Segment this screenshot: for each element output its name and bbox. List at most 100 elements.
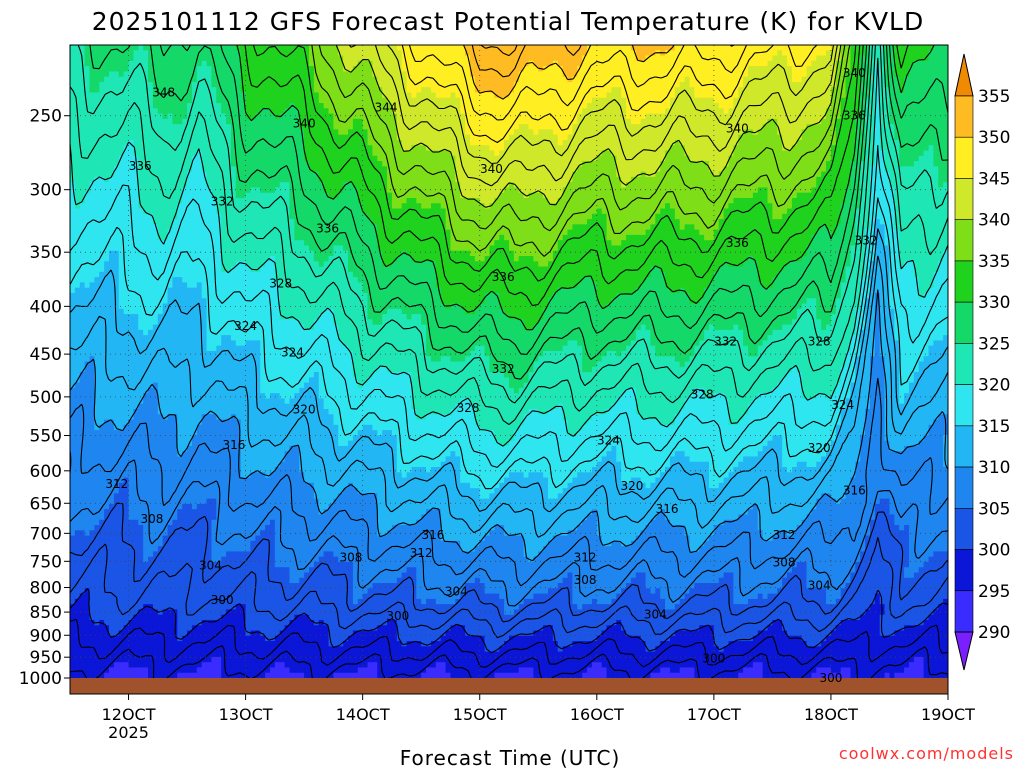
heat-cell: [109, 556, 115, 563]
heat-cell: [177, 66, 183, 72]
heat-cell: [250, 197, 256, 204]
heat-cell: [143, 377, 149, 384]
heat-cell: [226, 139, 232, 146]
heat-cell: [123, 467, 130, 473]
heat-cell: [79, 50, 86, 57]
heat-cell: [138, 393, 144, 400]
heat-cell: [226, 129, 232, 136]
heat-cell: [265, 92, 271, 99]
heat-cell: [74, 567, 81, 574]
heat-cell: [221, 561, 227, 568]
heat-cell: [255, 488, 261, 494]
heat-cell: [196, 556, 203, 563]
heat-cell: [70, 609, 76, 616]
heat-cell: [235, 287, 242, 294]
heat-cell: [265, 192, 271, 199]
heat-cell: [148, 435, 154, 442]
heat-cell: [148, 261, 154, 268]
heat-cell: [265, 482, 271, 489]
heat-cell: [250, 387, 256, 394]
heat-cell: [206, 662, 213, 669]
heat-cell: [118, 593, 125, 600]
heat-cell: [79, 277, 86, 283]
heat-cell: [191, 377, 198, 384]
heat-cell: [269, 176, 276, 183]
heat-cell: [148, 445, 154, 452]
heat-cell: [143, 556, 149, 563]
heat-cell: [84, 266, 91, 273]
heat-cell: [148, 308, 154, 315]
heat-cell: [216, 403, 222, 410]
heat-cell: [216, 514, 222, 521]
heat-cell: [187, 155, 193, 162]
heat-cell: [187, 530, 193, 537]
heat-cell: [245, 509, 252, 516]
heat-cell: [167, 277, 174, 283]
heat-cell: [74, 366, 81, 373]
heat-cell: [260, 266, 266, 273]
heat-cell: [240, 625, 247, 632]
heat-cell: [157, 261, 164, 268]
heat-cell: [196, 324, 203, 331]
heat-cell: [148, 546, 154, 553]
heat-cell: [143, 87, 149, 94]
heat-cell: [123, 651, 130, 658]
heat-cell: [123, 298, 130, 305]
heat-cell: [191, 171, 198, 178]
heat-cell: [143, 414, 149, 421]
heat-cell: [201, 256, 208, 262]
heat-cell: [113, 292, 120, 299]
heat-cell: [143, 408, 149, 415]
heat-cell: [221, 572, 227, 579]
heat-cell: [143, 577, 149, 584]
heat-cell: [113, 155, 120, 162]
heat-cell: [245, 234, 252, 241]
heat-cell: [157, 329, 164, 336]
heat-cell: [260, 567, 266, 574]
heat-cell: [128, 139, 135, 146]
heat-cell: [84, 150, 91, 157]
heat-cell: [206, 604, 213, 611]
heat-cell: [177, 118, 183, 125]
heat-cell: [265, 509, 271, 516]
heat-cell: [172, 445, 178, 452]
heat-cell: [109, 308, 115, 315]
heat-cell: [148, 403, 154, 410]
heat-cell: [74, 229, 81, 236]
heat-cell: [133, 329, 139, 336]
heat-cell: [167, 287, 174, 294]
heat-cell: [196, 588, 203, 595]
heat-cell: [187, 593, 193, 600]
heat-cell: [211, 197, 217, 204]
heat-cell: [216, 530, 222, 537]
heat-cell: [94, 256, 100, 262]
heat-cell: [138, 372, 144, 378]
heat-cell: [211, 419, 217, 426]
heat-cell: [113, 240, 120, 247]
heat-cell: [177, 472, 183, 479]
heat-cell: [201, 488, 208, 494]
heat-cell: [265, 656, 271, 663]
heat-cell: [226, 503, 232, 510]
heat-cell: [128, 561, 135, 568]
heat-cell: [187, 424, 193, 431]
heat-cell: [196, 461, 203, 468]
heat-cell: [84, 324, 91, 331]
heat-cell: [240, 55, 247, 62]
heat-cell: [260, 641, 266, 647]
heat-cell: [250, 271, 256, 278]
heat-cell: [99, 461, 105, 468]
heat-cell: [177, 414, 183, 421]
heat-cell: [162, 556, 169, 563]
heat-cell: [70, 530, 76, 537]
heat-cell: [157, 493, 164, 500]
heat-cell: [260, 467, 266, 473]
heat-cell: [94, 424, 100, 431]
heat-cell: [226, 408, 232, 415]
heat-cell: [172, 598, 178, 605]
heat-cell: [138, 614, 144, 621]
heat-cell: [226, 282, 232, 289]
heat-cell: [196, 356, 203, 363]
heat-cell: [70, 203, 76, 210]
heat-cell: [250, 45, 256, 51]
